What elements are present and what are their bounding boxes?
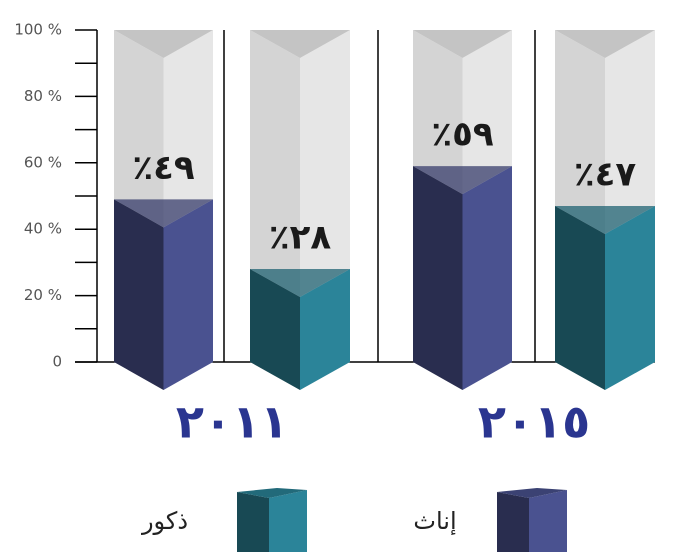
legend-face xyxy=(529,490,567,552)
y-tick-label: 20 % xyxy=(24,286,62,304)
value-label: ٪٤٧ xyxy=(574,154,637,194)
legend-icon xyxy=(237,488,307,552)
y-tick-label: 0 xyxy=(52,353,62,371)
bar-right xyxy=(462,166,512,390)
value-label: ٪٤٩ xyxy=(132,148,195,188)
bar-left xyxy=(555,205,605,390)
y-tick-label: 40 % xyxy=(24,220,62,238)
legend-face xyxy=(237,488,307,498)
bar-top xyxy=(114,199,213,228)
bar-top xyxy=(555,205,655,234)
bar-left xyxy=(114,199,164,390)
legend-face xyxy=(237,492,269,552)
ghost-bar-top xyxy=(555,30,655,58)
legend-face xyxy=(497,488,567,498)
bar-right xyxy=(300,269,350,390)
bar-right xyxy=(163,199,213,390)
bar-right xyxy=(605,205,655,390)
legend-icon xyxy=(497,488,567,552)
y-tick-label: 100 % xyxy=(14,21,62,39)
y-tick-label: 60 % xyxy=(24,153,62,171)
legend-face xyxy=(269,490,307,552)
legend-label: ذكور xyxy=(141,507,188,535)
ghost-bar-top xyxy=(250,30,350,58)
bar-left xyxy=(250,269,300,390)
bar-left xyxy=(413,166,463,390)
category-label: ٢٠١٥ xyxy=(478,395,590,449)
ghost-bar-top xyxy=(114,30,213,58)
bar-top xyxy=(413,166,512,195)
bar xyxy=(555,205,655,390)
bar xyxy=(114,199,213,390)
bar-top xyxy=(250,269,350,298)
legend-label: إناث xyxy=(413,507,456,536)
legend-face xyxy=(497,492,529,552)
bar xyxy=(250,269,350,390)
value-label: ٪٥٩ xyxy=(431,115,494,155)
category-label: ٢٠١١ xyxy=(176,395,288,449)
ghost-bar-top xyxy=(413,30,512,58)
value-label: ٪٢٨ xyxy=(269,218,332,258)
y-tick-label: 80 % xyxy=(24,87,62,105)
bar xyxy=(413,166,512,390)
